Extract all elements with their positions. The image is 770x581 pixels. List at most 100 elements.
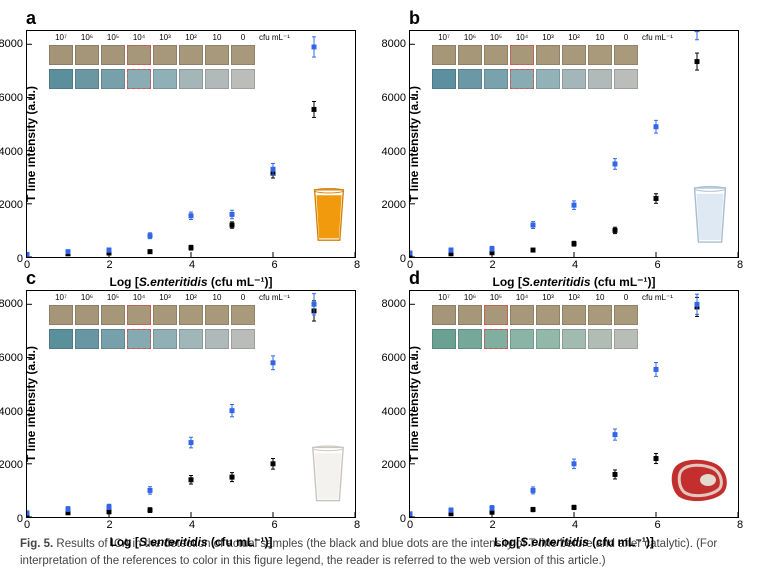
ytick: 6000 <box>382 352 406 364</box>
ytick: 4000 <box>382 406 406 418</box>
strip-row1 <box>49 305 255 325</box>
strip-cell <box>75 305 99 325</box>
strip-header-cell: 10 <box>205 33 229 42</box>
strip-cell <box>588 69 612 89</box>
xlabel: Log[S.enteritidis (cfu mL⁻¹)] <box>494 535 654 549</box>
strip-cell <box>205 329 229 349</box>
strip-header-cell: 0 <box>614 293 638 302</box>
panel-a: a0200040006000800002468T line intensity … <box>20 10 367 258</box>
strip-header-cell: 0 <box>231 293 255 302</box>
strip-cell <box>432 305 456 325</box>
strip-header-cell: 10⁵ <box>484 293 508 302</box>
strip-header-cell: 0 <box>231 33 255 42</box>
xtick-labels: 02468 <box>27 519 355 533</box>
xtick: 6 <box>271 519 277 531</box>
ytick: 4000 <box>382 146 406 158</box>
strip-cell <box>588 305 612 325</box>
strip-header-cell: 10² <box>562 33 586 42</box>
xtick: 8 <box>737 519 743 531</box>
strip-cell <box>153 45 177 65</box>
strip-header-unit: cfu mL⁻¹ <box>257 293 290 302</box>
strip-row2 <box>49 329 255 349</box>
strip-cell <box>510 329 534 349</box>
strip-cell <box>562 45 586 65</box>
strip-cell <box>432 45 456 65</box>
strip-header-cell: 10 <box>588 293 612 302</box>
strip-cell <box>458 45 482 65</box>
strip-header-cell: 10⁵ <box>101 33 125 42</box>
strip-header-cell: 10⁷ <box>49 293 73 302</box>
chart-box: 0200040006000800002468T line intensity (… <box>26 30 356 258</box>
strip-cell <box>49 305 73 325</box>
xtick: 4 <box>189 519 195 531</box>
ytick: 2000 <box>0 199 23 211</box>
chart-box: 0200040006000800002468T line intensity (… <box>409 290 739 518</box>
strip-cell <box>179 69 203 89</box>
caption-label: Fig. 5. <box>20 538 53 550</box>
sample-milk-icon <box>309 444 347 509</box>
strip-cell <box>101 305 125 325</box>
strip-cell <box>205 305 229 325</box>
ytick: 0 <box>17 253 23 265</box>
xlabel: Log [S.enteritidis (cfu mL⁻¹)] <box>109 535 272 549</box>
strip-cell <box>614 329 638 349</box>
strip-cell <box>127 305 151 325</box>
xtick: 2 <box>489 519 495 531</box>
strip-header-cell: 10³ <box>536 293 560 302</box>
strip-header-cell: 10⁶ <box>458 33 482 42</box>
strip-cell <box>484 69 508 89</box>
ylabel: T line intensity (a.u.) <box>24 346 38 462</box>
strip-header-cell: 10⁴ <box>510 33 534 42</box>
ytick: 6000 <box>0 352 23 364</box>
strip-cell <box>432 329 456 349</box>
strip-cell <box>484 305 508 325</box>
strip-cell <box>588 45 612 65</box>
strip-cell <box>231 45 255 65</box>
strip-row1 <box>49 45 255 65</box>
ytick: 2000 <box>382 459 406 471</box>
strip-row1 <box>432 305 638 325</box>
strip-header-cell: 10² <box>562 293 586 302</box>
strip-header-cell: 10⁵ <box>484 33 508 42</box>
strip-cell <box>153 329 177 349</box>
strip-cell <box>536 329 560 349</box>
strip-cell <box>510 305 534 325</box>
strip-cell <box>484 45 508 65</box>
strip-cell <box>484 329 508 349</box>
strip-header-cell: 10⁴ <box>510 293 534 302</box>
strip-cell <box>536 69 560 89</box>
strip-header-unit: cfu mL⁻¹ <box>257 33 290 42</box>
xtick: 4 <box>572 519 578 531</box>
xtick: 6 <box>654 519 660 531</box>
strip-row1 <box>432 45 638 65</box>
strip-cell <box>101 69 125 89</box>
strip-header-cell: 10⁵ <box>101 293 125 302</box>
strip-header-cell: 10⁶ <box>458 293 482 302</box>
strip-cell <box>614 305 638 325</box>
panel-letter: d <box>409 268 420 289</box>
chart-box: 0200040006000800002468T line intensity (… <box>26 290 356 518</box>
ytick: 0 <box>17 513 23 525</box>
strip-cell <box>127 329 151 349</box>
strip-cell <box>231 305 255 325</box>
strip-cell <box>153 69 177 89</box>
strip-header-cell: 10⁷ <box>432 33 456 42</box>
ytick: 8000 <box>382 298 406 310</box>
strip-header-cell: 10⁶ <box>75 293 99 302</box>
strip-cell <box>205 45 229 65</box>
ylabel: T line intensity (a.u.) <box>407 346 421 462</box>
strip-cell <box>536 45 560 65</box>
strip-header-cell: 10⁴ <box>127 293 151 302</box>
xtick: 0 <box>24 519 30 531</box>
ytick: 2000 <box>0 459 23 471</box>
strip-cell <box>179 329 203 349</box>
strip-cell <box>75 329 99 349</box>
strip-header-cell: 10⁷ <box>49 33 73 42</box>
strip-header-cell: 10² <box>179 33 203 42</box>
strip-header-cell: 10⁶ <box>75 33 99 42</box>
strip-header-cell: 10² <box>179 293 203 302</box>
xtick: 8 <box>354 519 360 531</box>
strip-cell <box>614 45 638 65</box>
strip-header: 10⁷10⁶10⁵10⁴10³10²100cfu mL⁻¹ <box>49 33 290 42</box>
strip-row2 <box>432 69 638 89</box>
